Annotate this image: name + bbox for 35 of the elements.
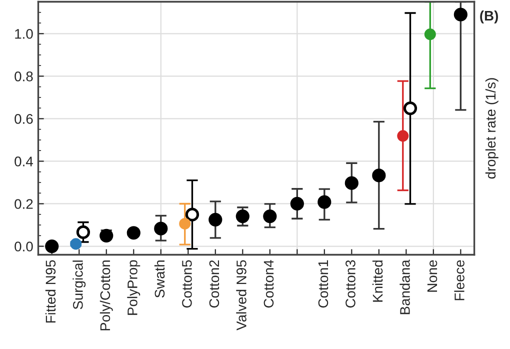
point xyxy=(236,209,250,224)
point xyxy=(344,176,358,190)
x-tick-label: Cotton4 xyxy=(264,260,274,308)
x-tick-label: Valved N95 xyxy=(236,260,246,330)
x-tick-label: Knitted xyxy=(372,260,383,302)
point xyxy=(45,239,59,254)
point xyxy=(454,8,468,22)
point xyxy=(100,228,114,242)
x-tick-label: Cotton1 xyxy=(318,260,328,308)
y-tick-label: 0.4 xyxy=(14,156,33,166)
y-axis-title: droplet rate (1/s) xyxy=(485,78,498,179)
x-tick-label: Fitted N95 xyxy=(45,260,56,323)
y-tick-label: 0.8 xyxy=(14,72,33,82)
point xyxy=(290,196,304,211)
x-tick-label: Swath xyxy=(154,260,165,298)
text: (B) xyxy=(480,10,498,24)
x-tick-label: Surgical xyxy=(72,260,86,310)
point xyxy=(126,226,140,240)
point xyxy=(208,212,222,226)
point xyxy=(318,195,332,209)
x-tick-label: None xyxy=(427,260,438,292)
point xyxy=(154,222,168,236)
x-tick-label: Fleece xyxy=(454,260,464,300)
x-tick-label: PolyProp xyxy=(127,260,140,315)
y-tick-label: 0.0 xyxy=(14,242,33,252)
x-tick-label: Poly/Cotton xyxy=(100,260,113,330)
x-tick-label: Bandana xyxy=(400,260,410,314)
x-tick-label: Cotton5 xyxy=(182,260,192,308)
point xyxy=(372,168,386,182)
y-tick-label: 1.0 xyxy=(15,28,33,39)
y-tick-label: 0.6 xyxy=(14,114,33,124)
x-tick-label: Cotton2 xyxy=(209,260,220,308)
point xyxy=(263,209,277,224)
x-tick-label: Cotton3 xyxy=(346,260,356,308)
y-tick-label: 0.2 xyxy=(14,199,33,209)
